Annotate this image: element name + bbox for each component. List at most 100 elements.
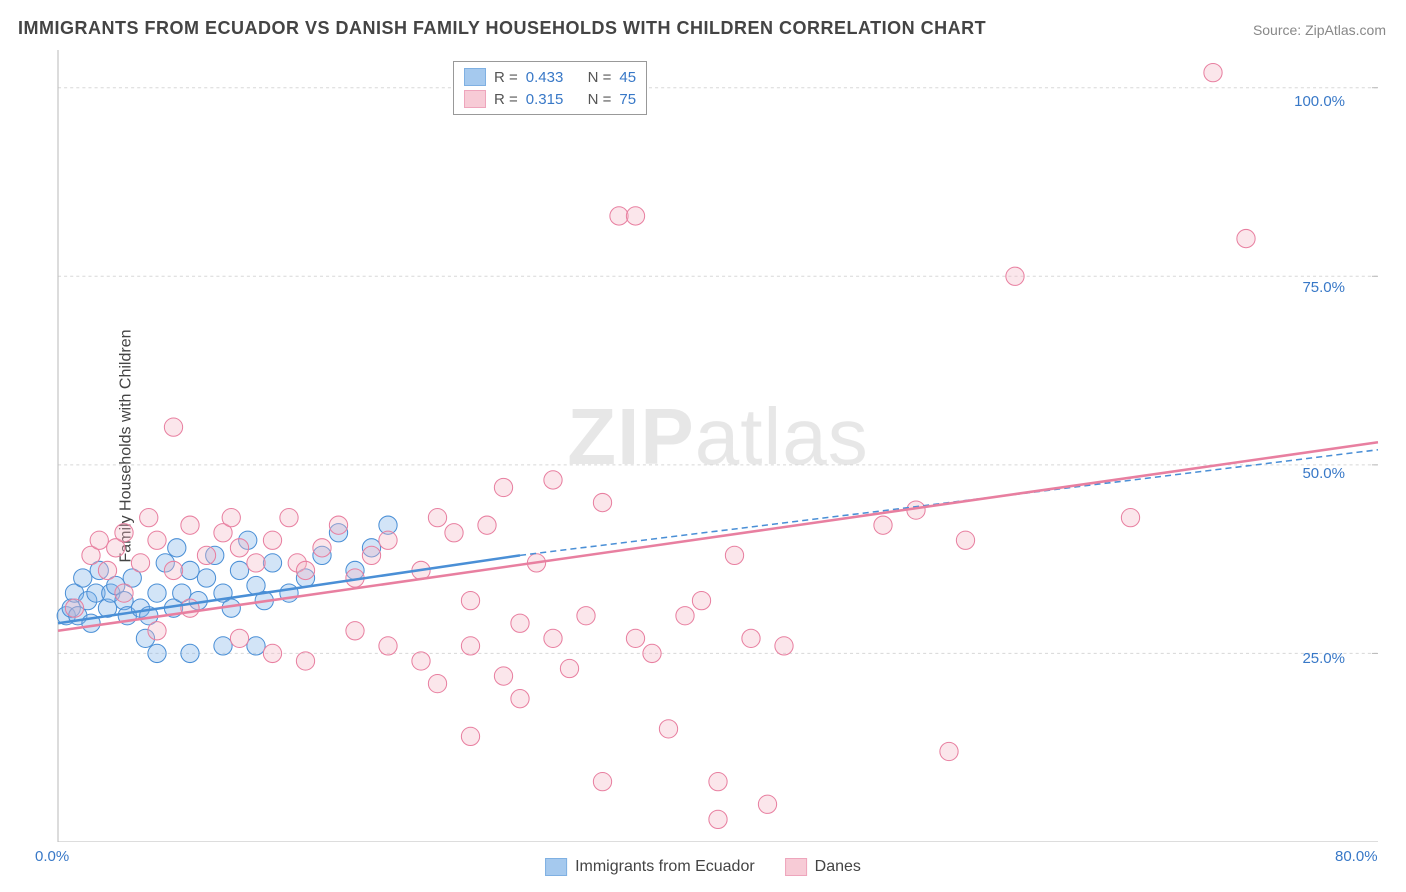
r-value: 0.433 [526,69,564,86]
plot-area: ZIPatlas [50,50,1386,842]
chart-container: IMMIGRANTS FROM ECUADOR VS DANISH FAMILY… [0,0,1406,892]
data-point [230,539,248,557]
legend-row: R = 0.433 N = 45 [464,66,636,88]
data-point [577,607,595,625]
data-point [593,773,611,791]
legend-swatch [464,90,486,108]
data-point [148,622,166,640]
y-tick-label: 75.0% [1290,279,1345,296]
data-point [874,516,892,534]
data-point [544,471,562,489]
correlation-legend: R = 0.433 N = 45 R = 0.315 N = 75 [453,61,647,115]
data-point [692,591,710,609]
legend-label: Danes [815,858,861,876]
legend-label: Immigrants from Ecuador [575,858,755,876]
y-tick-label: 50.0% [1290,465,1345,482]
scatter-plot-svg [50,50,1386,842]
data-point [511,690,529,708]
data-point [197,546,215,564]
data-point [296,561,314,579]
data-point [181,644,199,662]
data-point [164,561,182,579]
data-point [494,667,512,685]
legend-row: R = 0.315 N = 75 [464,88,636,110]
data-point [1121,509,1139,527]
data-point [610,207,628,225]
source-attribution: Source: ZipAtlas.com [1253,22,1386,38]
series-legend: Immigrants from Ecuador Danes [545,858,861,876]
x-tick-label: 0.0% [35,848,69,865]
data-point [494,478,512,496]
data-point [247,554,265,572]
data-point [1006,267,1024,285]
data-point [230,561,248,579]
data-point [676,607,694,625]
legend-item: Immigrants from Ecuador [545,858,755,876]
data-point [593,493,611,511]
legend-item: Danes [785,858,861,876]
data-point [461,591,479,609]
n-label: N = [588,91,612,108]
data-point [428,674,446,692]
data-point [511,614,529,632]
source-link[interactable]: ZipAtlas.com [1305,22,1386,38]
data-point [148,584,166,602]
legend-swatch [545,858,567,876]
n-label: N = [588,69,612,86]
data-point [148,644,166,662]
r-value: 0.315 [526,91,564,108]
r-label: R = [494,69,518,86]
data-point [643,644,661,662]
data-point [1237,229,1255,247]
data-point [709,810,727,828]
data-point [940,742,958,760]
data-point [775,637,793,655]
data-point [659,720,677,738]
data-point [379,637,397,655]
data-point [181,561,199,579]
data-point [626,207,644,225]
data-point [742,629,760,647]
source-label: Source: [1253,22,1301,38]
data-point [140,509,158,527]
data-point [197,569,215,587]
chart-title: IMMIGRANTS FROM ECUADOR VS DANISH FAMILY… [18,18,986,39]
data-point [709,773,727,791]
data-point [148,531,166,549]
y-tick-label: 100.0% [1290,93,1345,110]
data-point [445,524,463,542]
legend-swatch [785,858,807,876]
x-tick-label: 80.0% [1335,848,1378,865]
data-point [263,644,281,662]
r-label: R = [494,91,518,108]
n-value: 75 [619,91,636,108]
data-point [98,561,116,579]
data-point [544,629,562,647]
data-point [65,599,83,617]
data-point [263,531,281,549]
data-point [164,418,182,436]
data-point [956,531,974,549]
data-point [181,516,199,534]
data-point [428,509,446,527]
data-point [560,659,578,677]
data-point [214,637,232,655]
data-point [131,554,149,572]
data-point [478,516,496,534]
data-point [247,637,265,655]
data-point [1204,63,1222,81]
data-point [90,531,108,549]
data-point [115,524,133,542]
data-point [626,629,644,647]
data-point [168,539,186,557]
data-point [313,539,331,557]
data-point [758,795,776,813]
data-point [461,637,479,655]
n-value: 45 [619,69,636,86]
data-point [115,584,133,602]
data-point [461,727,479,745]
data-point [74,569,92,587]
data-point [230,629,248,647]
data-point [222,509,240,527]
data-point [329,516,347,534]
